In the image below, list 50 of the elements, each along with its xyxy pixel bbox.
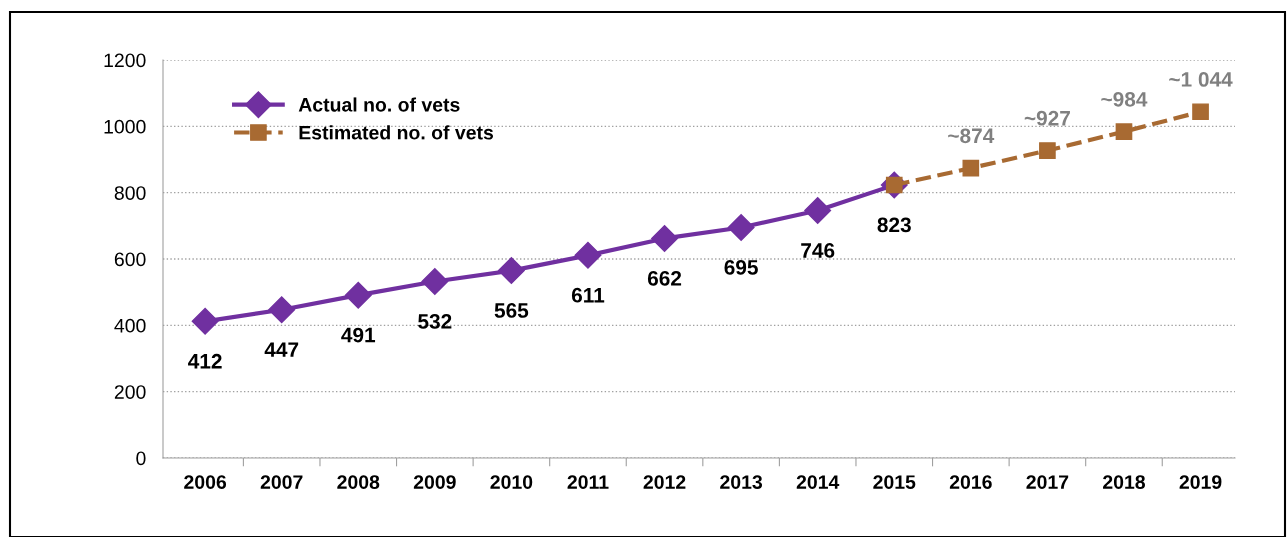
data-label: 565 bbox=[494, 303, 529, 318]
point bbox=[421, 268, 449, 296]
x-tick-label: 2008 bbox=[337, 475, 380, 489]
data-label: 447 bbox=[264, 342, 299, 357]
point bbox=[191, 307, 219, 335]
data-label: 746 bbox=[801, 243, 835, 258]
point bbox=[1115, 123, 1133, 140]
x-tick-label: 2007 bbox=[260, 475, 303, 489]
x-tick-label: 2016 bbox=[949, 475, 992, 489]
data-label: 695 bbox=[724, 260, 758, 275]
data-label: ~1 044 bbox=[1169, 72, 1233, 87]
x-tick-label: 2010 bbox=[490, 475, 533, 489]
x-tick-label: 2012 bbox=[643, 475, 686, 489]
data-label: 823 bbox=[877, 217, 911, 233]
point bbox=[268, 296, 296, 324]
point bbox=[962, 159, 980, 177]
data-label: ~984 bbox=[1101, 91, 1148, 107]
x-tick-label: 2017 bbox=[1026, 475, 1069, 489]
data-label: 412 bbox=[188, 353, 222, 369]
data-label: ~874 bbox=[948, 128, 995, 144]
y-tick-label: 0 bbox=[136, 451, 146, 466]
y-tick-label: 800 bbox=[114, 186, 146, 200]
y-tick-label: 200 bbox=[114, 385, 146, 399]
x-tick-label: 2015 bbox=[873, 475, 916, 489]
x-tick-label: 2009 bbox=[413, 475, 456, 489]
data-label: 491 bbox=[341, 327, 376, 343]
x-tick-label: 2018 bbox=[1103, 475, 1146, 489]
data-label: 532 bbox=[418, 314, 452, 329]
data-label: 662 bbox=[647, 270, 682, 286]
y-tick-label: 1200 bbox=[104, 53, 146, 68]
legend-label: Actual no. of vets bbox=[298, 97, 460, 112]
x-tick-label: 2014 bbox=[796, 475, 840, 489]
point bbox=[344, 281, 372, 309]
point bbox=[804, 197, 832, 225]
point bbox=[1039, 142, 1056, 159]
y-tick-label: 600 bbox=[114, 252, 146, 267]
x-tick-label: 2006 bbox=[184, 475, 227, 489]
point bbox=[497, 257, 525, 285]
x-tick-label: 2019 bbox=[1179, 475, 1222, 489]
y-tick-label: 400 bbox=[114, 318, 146, 333]
point bbox=[651, 224, 679, 252]
data-label: 611 bbox=[571, 287, 605, 303]
point bbox=[574, 241, 602, 269]
data-label: ~927 bbox=[1024, 110, 1070, 126]
legend-label: Estimated no. of vets bbox=[299, 125, 494, 140]
x-tick-label: 2011 bbox=[567, 475, 609, 489]
point bbox=[1192, 103, 1209, 121]
x-tick-label: 2013 bbox=[720, 475, 763, 489]
point bbox=[727, 214, 755, 241]
y-tick-label: 1000 bbox=[104, 119, 146, 134]
